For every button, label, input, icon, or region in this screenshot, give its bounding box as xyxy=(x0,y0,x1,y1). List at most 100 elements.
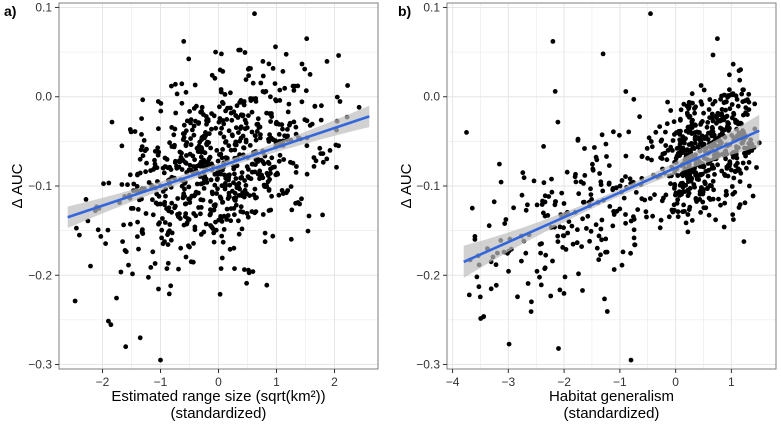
data-point xyxy=(178,245,184,251)
data-point xyxy=(217,104,222,110)
x-tick-label: 1 xyxy=(273,375,280,389)
data-point xyxy=(159,227,165,233)
data-point xyxy=(188,168,194,173)
data-point xyxy=(212,75,218,81)
data-point xyxy=(664,157,670,163)
data-point xyxy=(642,197,648,203)
data-point xyxy=(610,187,616,193)
data-point xyxy=(160,216,165,221)
data-point xyxy=(718,96,723,102)
data-point xyxy=(88,263,93,269)
data-point xyxy=(675,173,681,178)
data-point xyxy=(598,252,603,258)
data-point xyxy=(187,196,193,202)
data-point xyxy=(590,167,596,173)
data-point xyxy=(211,207,217,213)
data-point xyxy=(188,259,194,265)
data-point xyxy=(108,322,114,328)
data-point xyxy=(593,222,599,228)
data-point xyxy=(715,36,720,42)
data-point xyxy=(218,266,224,271)
data-point xyxy=(697,142,703,147)
data-point xyxy=(705,186,710,192)
data-point xyxy=(520,170,526,176)
data-point xyxy=(559,190,565,196)
data-point xyxy=(186,56,192,62)
data-point xyxy=(693,134,699,140)
data-point xyxy=(222,172,227,178)
data-point xyxy=(644,146,650,151)
data-point xyxy=(659,137,665,143)
data-point xyxy=(688,178,694,184)
data-point xyxy=(273,121,279,127)
data-point xyxy=(672,186,677,191)
data-point xyxy=(234,103,240,109)
data-point xyxy=(159,235,165,241)
data-point xyxy=(203,221,209,227)
data-point xyxy=(550,258,555,264)
data-point xyxy=(658,217,664,223)
data-point xyxy=(597,171,602,176)
data-point xyxy=(221,134,227,140)
data-point xyxy=(594,157,600,163)
data-point xyxy=(182,186,187,192)
data-point xyxy=(126,262,131,268)
data-point xyxy=(241,145,246,151)
data-point xyxy=(207,212,213,218)
data-point xyxy=(162,202,167,208)
data-point xyxy=(246,113,251,118)
data-point xyxy=(220,99,225,105)
data-point xyxy=(187,244,192,250)
data-point xyxy=(154,191,160,197)
data-point xyxy=(304,118,310,124)
data-point xyxy=(127,221,133,227)
data-point xyxy=(730,191,736,197)
data-point xyxy=(741,239,747,245)
data-point xyxy=(265,173,271,178)
data-point xyxy=(223,155,229,161)
data-point xyxy=(649,157,654,163)
data-point xyxy=(561,225,566,231)
data-point xyxy=(731,217,736,223)
data-point xyxy=(665,148,671,153)
y-tick-label: 0.0 xyxy=(423,90,440,104)
data-point xyxy=(135,234,140,240)
data-point xyxy=(705,120,711,125)
data-point xyxy=(277,98,283,103)
data-point xyxy=(519,258,524,264)
data-point xyxy=(671,202,677,208)
data-point xyxy=(269,155,275,161)
data-point xyxy=(244,125,250,131)
data-point xyxy=(631,235,637,241)
data-point xyxy=(226,128,232,134)
data-point xyxy=(604,154,609,159)
data-point xyxy=(164,157,170,162)
data-point xyxy=(135,171,141,177)
x-tick-label: −3 xyxy=(501,375,515,389)
data-point xyxy=(722,200,728,206)
data-point xyxy=(270,66,276,71)
data-point xyxy=(238,112,244,118)
data-point xyxy=(678,107,684,113)
data-point xyxy=(208,199,213,204)
data-point xyxy=(550,39,556,44)
data-point xyxy=(719,107,725,112)
data-point xyxy=(233,202,239,208)
data-point xyxy=(684,172,689,178)
data-point xyxy=(306,213,312,219)
data-point xyxy=(555,233,561,239)
data-point xyxy=(727,72,732,78)
data-point xyxy=(188,120,193,126)
y-tick-label: 0.0 xyxy=(35,90,52,104)
data-point xyxy=(243,183,249,188)
data-point xyxy=(588,228,594,234)
data-point xyxy=(732,169,738,175)
data-point xyxy=(217,152,222,158)
data-point xyxy=(212,182,218,188)
data-point xyxy=(690,117,695,123)
data-point xyxy=(633,190,639,195)
data-point xyxy=(163,193,168,199)
data-point xyxy=(632,242,637,248)
data-point xyxy=(687,204,693,210)
